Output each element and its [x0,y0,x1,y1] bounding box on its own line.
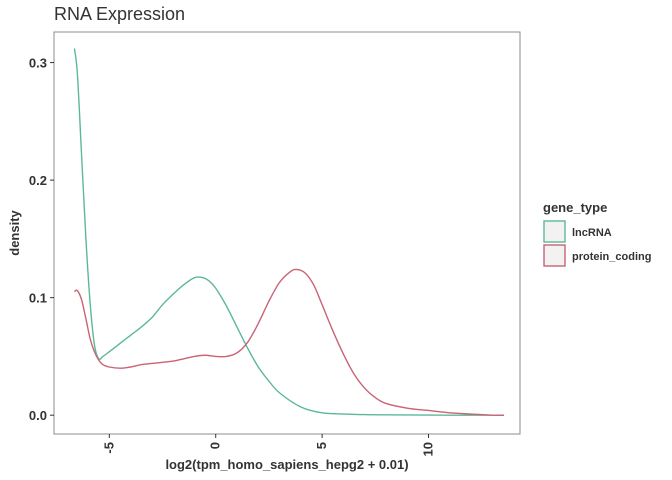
y-axis-title: density [7,209,22,255]
y-tick-label: 0.0 [29,408,47,423]
y-tick-label: 0.1 [29,291,47,306]
x-tick-label: 5 [314,442,329,449]
legend-title: gene_type [543,200,607,215]
y-tick-label: 0.3 [29,56,47,71]
y-tick-label: 0.2 [29,173,47,188]
legend-key-lncrna [543,220,566,243]
legend-label: lncRNA [572,227,612,239]
plot-panel [53,31,521,435]
legend-key-protein-coding [543,244,566,267]
x-axis: -5 0 5 10 [101,434,436,456]
chart-title: RNA Expression [54,4,185,24]
series-lines [73,48,505,416]
x-tick-label: -5 [101,442,116,454]
series-line-protein-coding [74,268,505,416]
x-axis-title: log2(tpm_homo_sapiens_hepg2 + 0.01) [165,457,408,472]
x-tick-label: 0 [208,442,223,449]
legend-label: protein_coding [572,251,651,263]
x-tick-label: 10 [421,442,436,456]
y-axis: 0.0 0.1 0.2 0.3 [29,56,54,423]
legend: gene_type lncRNA protein_coding [543,200,651,267]
series-line-lncrna [73,48,505,416]
